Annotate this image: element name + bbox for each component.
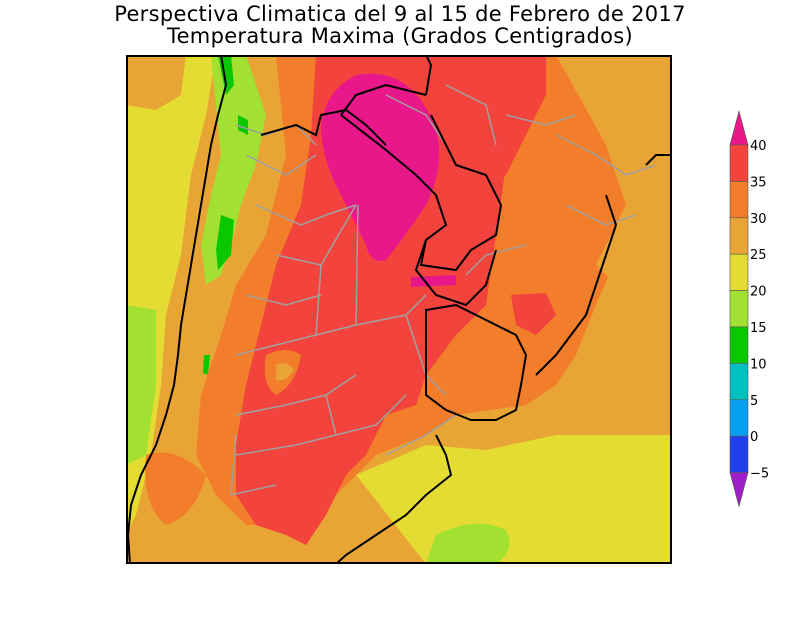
legend-band: [729, 144, 749, 182]
legend-tick-labels: 40 35 30 25 20 15 10 5 0 −5: [750, 139, 769, 482]
legend-tick-label: 0: [750, 430, 758, 445]
band-15-20-south-patch: [426, 523, 510, 564]
band-30-35-coast-patch: [145, 452, 206, 525]
legend-tick-label: 20: [750, 285, 767, 300]
temperature-map: [126, 55, 672, 564]
legend-band: [729, 290, 749, 328]
band-10-15-andes-south: [216, 215, 234, 270]
legend-band: [729, 217, 749, 255]
legend-tick-label: 30: [750, 212, 767, 227]
map-title-line1: Perspectiva Climatica del 9 al 15 de Feb…: [114, 2, 686, 26]
band-20-25-south-ocean: [356, 435, 672, 564]
band-35-40-east-patch: [511, 293, 556, 335]
band-10-15-andes-tip: [203, 355, 210, 375]
band-25-30-north: [556, 55, 672, 295]
band-35-40-northeast: [446, 55, 546, 195]
legend-band: [729, 363, 749, 401]
legend-band: [729, 399, 749, 437]
legend-tick-label: −5: [750, 467, 769, 482]
legend-band: [729, 435, 749, 473]
map-title-line2: Temperatura Maxima (Grados Centigrados): [167, 24, 633, 48]
band-15-20-andes: [201, 55, 266, 285]
band-over-40-core: [321, 73, 440, 261]
legend-tick-label: 25: [750, 248, 767, 263]
band-25-30-pacific-patch: [126, 55, 186, 110]
legend-tick-label: 35: [750, 175, 767, 190]
band-15-20-pacific-strip: [126, 305, 156, 465]
temperature-legend: 40 35 30 25 20 15 10 5 0 −5: [729, 109, 769, 508]
map-frame: [126, 55, 672, 564]
country-borders: [126, 55, 672, 564]
legend-tick-label: 10: [750, 357, 767, 372]
legend-band-bottom-arrow: [729, 472, 749, 508]
legend-tick-label: 5: [750, 394, 758, 409]
legend-tick-label: 15: [750, 321, 767, 336]
legend-tick-label: 40: [750, 139, 767, 154]
legend-band: [729, 253, 749, 291]
legend-band-top-arrow: [729, 109, 749, 146]
legend-band: [729, 326, 749, 364]
band-25-30-island-b: [276, 363, 294, 381]
legend-color-bands: [729, 109, 749, 508]
band-10-15-andes-mid: [238, 115, 248, 135]
band-over-40-strip: [411, 275, 456, 287]
legend-band: [729, 181, 749, 219]
